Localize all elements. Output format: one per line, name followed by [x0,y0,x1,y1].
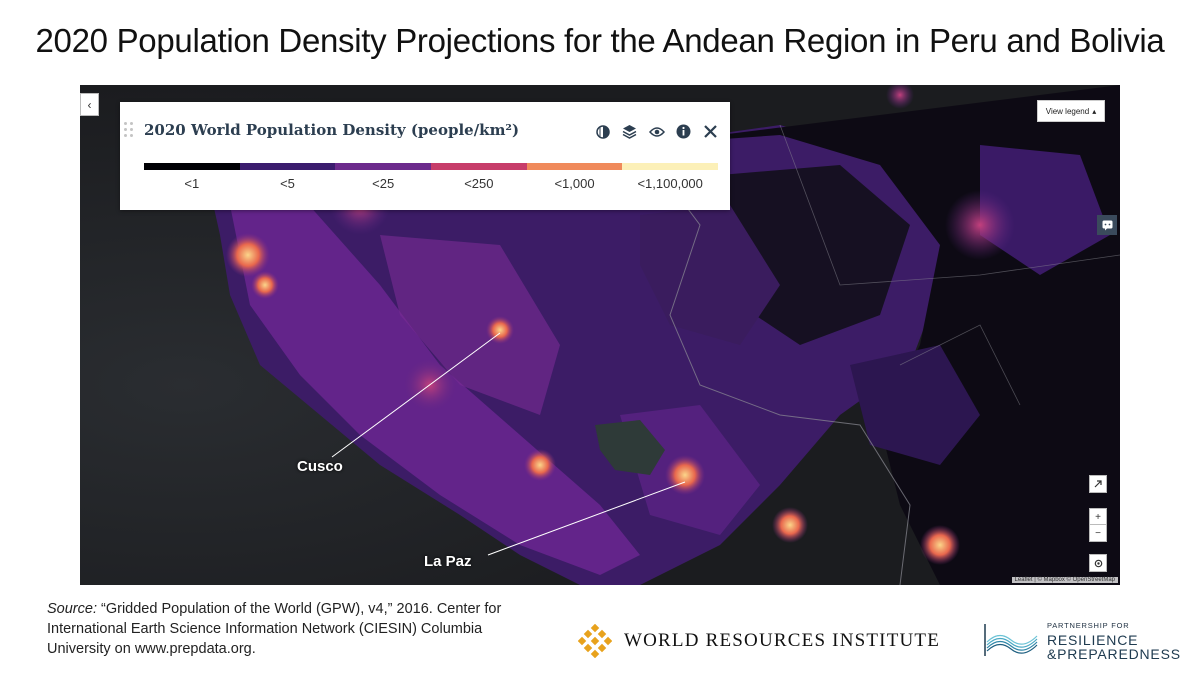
page-title: 2020 Population Density Projections for … [35,22,1165,59]
hotspot-coast [251,271,279,299]
legend-bin-label: <1 [184,176,200,191]
prp-wave-icon [984,624,1038,656]
city-label-cusco: Cusco [297,458,343,475]
la-paz-leader-line [487,481,686,556]
collapse-panel-button[interactable]: ‹ [80,93,99,116]
chevron-up-icon: ▴ [1092,106,1097,116]
wri-name: WORLD RESOURCES INSTITUTE [624,630,941,651]
view-legend-button[interactable]: View legend ▴ [1037,100,1105,122]
opacity-icon[interactable] [593,122,612,141]
hotspot-lima [226,233,270,277]
warm-northeast [945,190,1015,260]
legend-swatch [239,163,336,170]
legend-swatch [335,163,432,170]
region-north-east [980,145,1110,275]
zoom-out-button[interactable]: − [1089,524,1107,542]
country-border [639,144,911,585]
highland-patch [380,235,560,415]
hotspot-cochabamba [772,507,808,543]
source-citation: Source: “Gridded Population of the World… [47,599,547,659]
locate-icon[interactable] [1089,554,1107,572]
region-border [899,324,1021,406]
map-attribution[interactable]: Leaflet | © Mapbox © OpenStreetMap [1011,577,1118,583]
legend-swatch [431,163,527,170]
close-icon[interactable] [701,122,720,141]
map-canvas[interactable]: ‹ 2020 World Population Density (people/… [80,85,1120,585]
view-legend-label: View legend [1045,106,1090,116]
prp-line2: RESILIENCE [1047,632,1139,648]
wri-logo: WORLD RESOURCES INSTITUTE [578,624,940,658]
warm-top [886,85,914,109]
region-purple [640,205,780,345]
prp-line1: PARTNERSHIP FOR [1047,621,1130,630]
cusco-leader-line [331,332,501,458]
legend-swatch [526,163,623,170]
prp-line3: &PREPAREDNESS [1047,646,1181,662]
legend-bin-label: <1,000 [554,176,595,191]
hotspot-arequipa [524,449,556,481]
lake-titicaca [595,420,665,475]
legend-bin-label: <25 [372,176,395,191]
region-purple-east [850,345,980,465]
wri-emblem-icon [578,624,612,658]
legend-swatch [622,163,719,170]
info-icon[interactable] [674,122,693,141]
legend-color-bar [144,163,719,170]
legend-swatch [144,163,240,170]
layers-icon[interactable] [620,122,639,141]
legend-toolbar [593,122,720,141]
share-icon[interactable] [1089,475,1107,493]
legend-bin-label: <1,100,000 [637,176,703,191]
feedback-icon[interactable] [1097,215,1117,235]
legend-labels: <1 <5 <25 <250 <1,000 <1,100,000 [144,176,718,191]
source-body: “Gridded Population of the World (GPW), … [47,601,502,657]
source-prefix: Source: [47,601,97,617]
legend-bin-label: <5 [280,176,295,191]
drag-handle-icon[interactable] [124,122,134,138]
prp-logo: PARTNERSHIP FOR RESILIENCE &PREPAREDNESS [983,619,1181,661]
hotspot-la-paz [665,455,705,495]
eye-icon[interactable] [647,122,666,141]
hotspot-santa-cruz [920,525,960,565]
legend-panel: 2020 World Population Density (people/km… [120,102,730,210]
legend-bin-label: <250 [464,176,494,191]
hotspot-cusco [486,316,514,344]
country-border-north [779,124,1120,286]
city-label-la-paz: La Paz [424,553,472,570]
legend-title: 2020 World Population Density (people/km… [144,121,520,139]
